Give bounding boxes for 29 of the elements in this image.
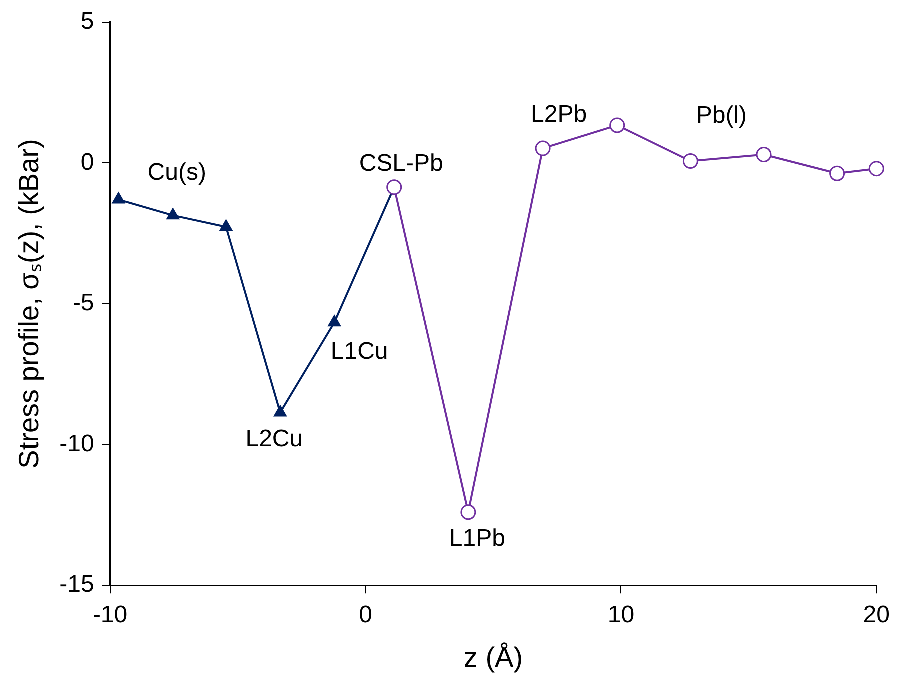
point bbox=[830, 166, 846, 182]
point bbox=[274, 405, 287, 417]
y-tick-label: 0 bbox=[80, 148, 94, 176]
x-tick-label: 0 bbox=[359, 602, 372, 629]
point bbox=[535, 140, 551, 156]
point bbox=[220, 220, 233, 232]
y-tick-label: 5 bbox=[80, 8, 94, 36]
annotation: Pb(l) bbox=[696, 102, 748, 129]
annotation: L2Cu bbox=[246, 425, 304, 452]
point bbox=[868, 161, 884, 177]
x-axis-title: z (Å) bbox=[464, 642, 524, 673]
annotation: CSL-Pb bbox=[359, 150, 444, 178]
y-tick-label: -10 bbox=[60, 430, 94, 458]
point bbox=[610, 118, 626, 134]
point bbox=[756, 147, 772, 162]
y-tick-label: -5 bbox=[72, 290, 94, 317]
y-tick-label: -15 bbox=[60, 571, 94, 598]
annotation: L1Cu bbox=[330, 338, 388, 366]
x-tick-label: 10 bbox=[608, 602, 635, 629]
y-axis-title: Stress profile, σₛ(z), (kBar) bbox=[14, 139, 45, 469]
point bbox=[682, 153, 698, 169]
point bbox=[386, 180, 402, 196]
point bbox=[166, 208, 180, 220]
point bbox=[328, 315, 342, 327]
x-tick-label: 20 bbox=[863, 602, 890, 629]
annotation: Cu(s) bbox=[148, 159, 206, 186]
annotation: L2Pb bbox=[530, 101, 588, 128]
annotation: L1Pb bbox=[449, 525, 506, 552]
point bbox=[112, 192, 126, 204]
